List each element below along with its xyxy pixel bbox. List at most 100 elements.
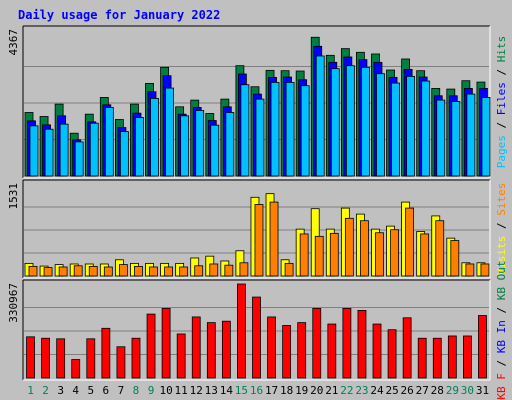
bar-kbytes-kbytes-1 (26, 336, 35, 379)
bar-kbytes-kbytes-2 (41, 337, 50, 379)
bar-visits-sites-29 (450, 240, 460, 277)
bar-hits-pages-22 (345, 65, 355, 177)
bar-visits-sites-19 (299, 233, 309, 277)
legend-item-hits-2: Files (495, 82, 508, 115)
bar-visits-sites-20 (314, 235, 324, 277)
bar-visits-sites-3 (58, 266, 68, 277)
bar-kbytes-kbytes-3 (56, 338, 66, 379)
bar-visits-sites-2 (43, 267, 53, 277)
legend-item-kbytes-4: KB Out (495, 260, 508, 300)
bar-hits-pages-7 (119, 131, 129, 177)
bar-kbytes-kbytes-15 (237, 283, 246, 379)
bar-kbytes-kbytes-4 (71, 359, 81, 379)
x-tick-label: 25 (385, 384, 398, 397)
bar-hits-pages-4 (74, 141, 84, 177)
bar-kbytes-kbytes-20 (312, 308, 322, 379)
bar-visits-sites-23 (360, 220, 369, 277)
legend-item-kbytes-1: / (495, 353, 508, 373)
bar-hits-pages-21 (330, 68, 340, 177)
bar-visits-sites-26 (405, 207, 415, 277)
x-tick-label: 5 (87, 384, 94, 397)
bar-visits-sites-6 (103, 266, 113, 277)
bar-kbytes-kbytes-26 (402, 317, 412, 379)
bar-kbytes-kbytes-23 (357, 310, 367, 379)
bar-visits-sites-7 (118, 264, 128, 277)
bar-kbytes-kbytes-5 (86, 338, 96, 379)
x-tick-label: 15 (235, 384, 248, 397)
legend-visits: Visits / Sites (495, 183, 508, 276)
bar-kbytes-kbytes-13 (206, 322, 216, 379)
legend-item-hits-3: / (495, 62, 508, 82)
bar-hits-pages-29 (451, 101, 461, 177)
bar-hits-pages-31 (481, 97, 491, 177)
legend-item-visits-1: / (495, 216, 508, 236)
bar-hits-pages-2 (44, 128, 54, 177)
bar-visits-sites-8 (134, 265, 143, 277)
bar-kbytes-kbytes-19 (297, 322, 307, 379)
bar-hits-pages-30 (466, 93, 476, 177)
bar-kbytes-kbytes-24 (372, 323, 382, 379)
legend-item-visits-0: Visits (495, 236, 508, 276)
bar-kbytes-kbytes-12 (191, 316, 201, 379)
bar-hits-pages-3 (59, 123, 69, 177)
bar-hits-pages-16 (255, 98, 265, 177)
bar-kbytes-kbytes-16 (252, 296, 261, 379)
bar-hits-pages-26 (406, 75, 416, 177)
bar-kbytes-kbytes-22 (342, 308, 352, 379)
bar-visits-sites-27 (420, 233, 430, 277)
x-tick-label: 30 (461, 384, 474, 397)
bar-visits-sites-24 (375, 232, 384, 277)
legend-item-visits-2: Sites (495, 183, 508, 216)
bar-kbytes-kbytes-11 (176, 333, 186, 379)
bar-hits-pages-1 (29, 125, 39, 177)
bar-visits-sites-5 (88, 265, 98, 277)
x-tick-label: 16 (250, 384, 263, 397)
bar-kbytes-kbytes-18 (282, 325, 292, 379)
bar-visits-sites-10 (164, 266, 173, 277)
bar-visits-sites-15 (239, 262, 249, 277)
bar-hits-pages-24 (376, 73, 385, 177)
bar-hits-pages-18 (285, 81, 295, 177)
bar-hits-pages-27 (421, 80, 431, 177)
bar-visits-sites-31 (480, 263, 490, 277)
y-max-label-hits: 4367 (7, 29, 20, 56)
bar-kbytes-kbytes-9 (146, 313, 156, 379)
bar-hits-pages-6 (104, 107, 114, 177)
x-tick-label: 1 (27, 384, 34, 397)
x-tick-label: 31 (476, 384, 489, 397)
legend-item-hits-4: Hits (495, 36, 508, 63)
x-tick-label: 11 (175, 384, 188, 397)
bar-kbytes-kbytes-7 (116, 346, 126, 379)
panel-hits: 4367 Pages / Files / Hits (7, 25, 508, 179)
x-tick-label: 21 (325, 384, 338, 397)
bar-kbytes-kbytes-8 (131, 337, 141, 379)
x-axis-labels: 1 2 3 4 5 6 7 8 9 10 11 12 13 14 15 16 17 18 19 20 21 22 23 24 2… (27, 384, 489, 397)
y-max-label-visits: 1531 (7, 183, 20, 210)
x-tick-label: 17 (265, 384, 278, 397)
chart-title: Daily usage for January 2022 (18, 8, 220, 22)
x-tick-label: 12 (190, 384, 203, 397)
bar-visits-sites-11 (179, 266, 189, 277)
x-tick-label: 18 (280, 384, 293, 397)
bar-hits-pages-13 (210, 124, 220, 177)
bar-visits-sites-1 (28, 265, 38, 277)
bar-hits-pages-20 (315, 55, 325, 177)
x-tick-label: 8 (133, 384, 140, 397)
y-max-label-kbytes: 330967 (7, 283, 20, 323)
bar-visits-sites-13 (209, 263, 219, 277)
x-tick-label: 24 (370, 384, 384, 397)
x-tick-label: 19 (295, 384, 308, 397)
legend-item-kbytes-0: KB F (495, 373, 508, 400)
bar-visits-sites-28 (435, 220, 445, 277)
bar-kbytes-kbytes-10 (161, 308, 171, 379)
bar-kbytes-kbytes-29 (447, 335, 457, 379)
x-tick-label: 20 (310, 384, 323, 397)
bar-kbytes-kbytes-14 (221, 320, 231, 379)
legend-hits: Pages / Files / Hits (495, 36, 508, 169)
x-tick-label: 28 (431, 384, 444, 397)
bar-visits-sites-4 (73, 265, 83, 277)
x-tick-label: 3 (57, 384, 64, 397)
x-tick-label: 9 (148, 384, 155, 397)
x-tick-label: 2 (42, 384, 49, 397)
